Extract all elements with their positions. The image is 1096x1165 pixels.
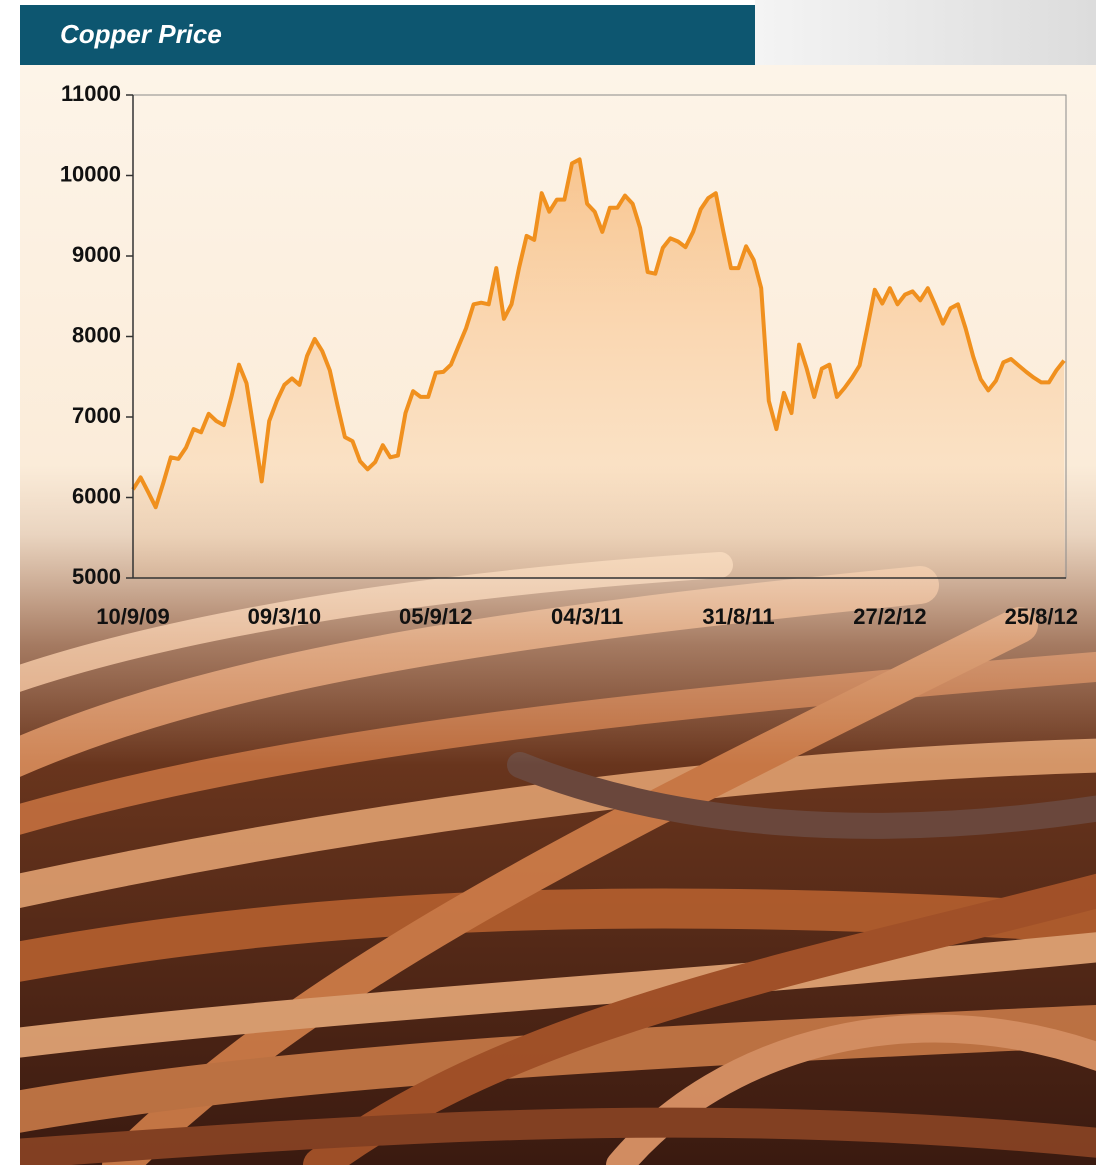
x-tick-label: 25/8/12 xyxy=(1005,604,1078,629)
x-tick-label: 09/3/10 xyxy=(248,604,321,629)
x-tick-label: 10/9/09 xyxy=(96,604,169,629)
x-tick-label: 04/3/11 xyxy=(551,604,623,629)
y-tick-label: 8000 xyxy=(72,322,121,347)
y-tick-label: 10000 xyxy=(60,161,121,186)
y-tick-label: 9000 xyxy=(72,242,121,267)
y-tick-label: 7000 xyxy=(72,403,121,428)
page: Copper Price 500060007000800090001000011… xyxy=(0,0,1096,1165)
x-tick-label: 27/2/12 xyxy=(853,604,926,629)
y-tick-label: 11000 xyxy=(61,81,121,106)
x-tick-label: 05/9/12 xyxy=(399,604,472,629)
y-tick-label: 5000 xyxy=(72,564,121,589)
y-tick-label: 6000 xyxy=(72,483,121,508)
chart: 5000 6000 7000 8000 9000 10000 11000 10/9/09 09/… xyxy=(0,0,1096,1165)
x-tick-label: 31/8/11 xyxy=(702,604,774,629)
